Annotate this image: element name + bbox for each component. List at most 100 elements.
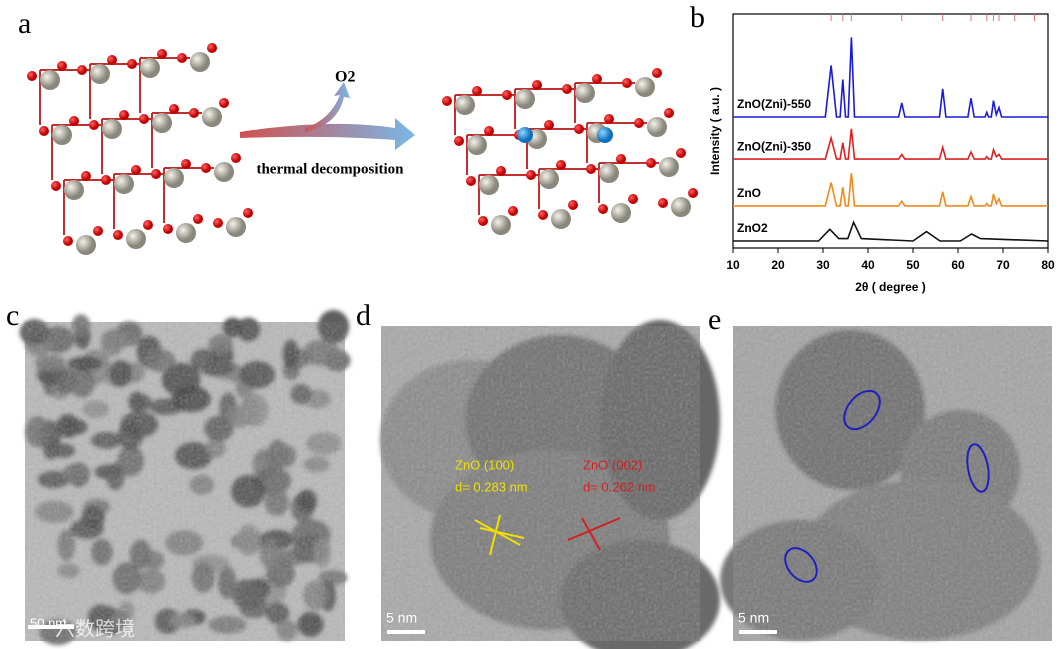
x-tick-label: 20 [771,258,785,272]
panel-letter: a [18,7,31,40]
oxygen-atom [472,86,482,96]
oxygen-atom [181,159,191,169]
oxygen-atom [676,148,686,158]
oxygen-atom [526,170,536,180]
zinc-atom [575,83,595,103]
highlight [784,547,818,583]
oxygen-atom [538,210,548,220]
oxygen-atom [442,96,452,106]
oxygen-atom [119,110,129,120]
zinc-atom [647,117,667,137]
x-tick-label: 50 [906,258,920,272]
panel-letter: d [356,299,371,332]
oxygen-atom [39,126,49,136]
oxygen-atom [93,226,103,236]
lattice-mark [479,527,525,539]
oxygen-atom [213,218,223,228]
x-tick-label: 80 [1041,258,1055,272]
zinc-atom [214,162,234,182]
zinc-atom [226,217,246,237]
zinc-atom [152,113,172,133]
zinc-atom [52,125,72,145]
zinc-atom [126,229,146,249]
oxygen-atom [634,118,644,128]
zinc-atom [40,70,60,90]
oxygen-atom [556,160,566,170]
oxygen-atom [113,230,123,240]
oxygen-atom [604,114,614,124]
oxygen-atom [568,200,578,210]
oxygen-atom [502,90,512,100]
zinc-atom [164,168,184,188]
oxygen-atom [51,181,61,191]
zinc-atom [202,107,222,127]
zinc-atom [515,89,535,109]
oxygen-atom [69,116,79,126]
series-line [733,37,1048,118]
oxygen-atom [207,43,217,53]
crystal-structure [442,68,698,235]
oxygen-atom [81,171,91,181]
oxygen-atom [622,78,632,88]
oxygen-atom [616,154,626,164]
oxygen-atom [77,65,87,75]
oxygen-atom [562,84,572,94]
oxygen-atom [151,169,161,179]
zinc-atom [90,64,110,84]
y-axis-label: Intensity ( a.u. ) [708,87,722,175]
oxygen-atom [101,175,111,185]
zinc-atom [659,157,679,177]
zinc-atom [491,215,511,235]
series-label: ZnO [737,186,761,200]
oxygen-atom [652,68,662,78]
oxygen-atom [688,188,698,198]
watermark: 六数跨境 [55,617,135,640]
panel-letter: b [690,1,705,34]
x-axis-label: 2θ ( degree ) [855,280,926,294]
x-tick-label: 10 [726,258,740,272]
arrow-label: thermal decomposition [256,161,404,177]
plot-frame [732,13,1049,249]
series-label: ZnO2 [737,221,768,235]
lattice-mark [567,517,621,541]
annotation: d= 0.262 nm [583,479,656,494]
x-tick-label: 30 [816,258,830,272]
oxygen-atom [143,220,153,230]
scale-bar-label: 5 nm [386,610,417,626]
oxygen-atom [466,176,476,186]
x-tick-label: 60 [951,258,965,272]
scale-bar-label: 5 nm [738,610,769,626]
zinc-atom [467,135,487,155]
arrow [305,82,350,132]
oxygen-atom [478,216,488,226]
zinc-atom [539,169,559,189]
zinc-atom [190,52,210,72]
oxygen-atom [169,104,179,114]
oxygen-atom [231,153,241,163]
highlight [843,389,881,431]
oxygen-atom [646,158,656,168]
oxygen-atom [508,206,518,216]
oxygen-atom [127,59,137,69]
highlight [966,443,990,493]
arrow [240,118,415,150]
oxygen-atom [157,49,167,59]
annotation: ZnO (100) [455,457,514,472]
vacancy-atom [517,127,533,143]
oxygen-atom [107,55,117,65]
hrtem-image: ZnO (100) d= 0.283 nm ZnO (002) d= 0.262… [380,320,720,649]
oxygen-atom [193,214,203,224]
zinc-atom [140,58,160,78]
zinc-atom [64,180,84,200]
x-tick-label: 70 [996,258,1010,272]
gas-label: O2 [335,69,355,86]
zinc-atom [635,77,655,97]
lattice-mark [581,517,601,551]
x-tick-label: 40 [861,258,875,272]
zinc-atom [455,95,475,115]
series-line [733,220,1049,242]
oxygen-atom [219,98,229,108]
oxygen-atom [532,80,542,90]
oxygen-atom [243,208,253,218]
zinc-atom [611,203,631,223]
